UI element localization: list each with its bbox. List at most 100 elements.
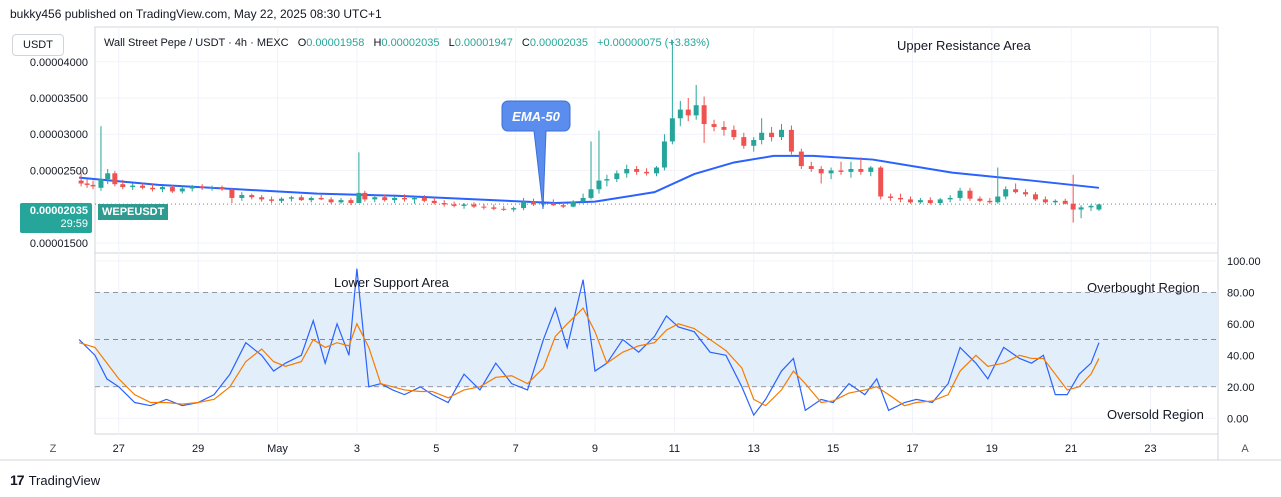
osc-tick-label: 40.00 [1227,350,1255,362]
candle-body [1013,189,1019,193]
candle-body [848,168,854,172]
candle-body [711,124,717,127]
candle-body [858,168,864,172]
close-label: C [522,37,530,49]
time-tick-label: 7 [513,443,519,455]
candle-body [382,197,388,201]
candle-body [84,183,90,185]
candle-body [1062,200,1068,204]
symbol-name: Wall Street Pepe / USDT · 4h · MEXC [104,37,289,49]
candle-body [588,189,594,198]
time-tick-label: 11 [669,443,680,455]
candle-body [98,179,104,188]
osc-tick-label: 0.00 [1227,413,1248,425]
candle-body [769,132,775,138]
zoom-button[interactable]: Z [49,443,57,455]
candle-body [229,189,235,198]
candle-body [189,186,195,189]
candle-body [654,167,659,174]
candle-body [362,192,368,200]
candle-body [279,198,285,201]
price-tick-label: 0.00001500 [30,238,88,250]
last-price-tag: 0.00002035 29:59 [20,203,92,233]
candle-body [778,129,784,138]
candle-body [471,204,477,207]
candle-body [624,168,630,174]
candle-body [828,170,834,174]
low-label: L [449,37,455,49]
candle-body [701,105,707,125]
candle-body [798,151,804,167]
candle-body [937,199,943,204]
tradingview-logo-icon: 17 [10,472,25,488]
candle-body [560,205,566,207]
time-tick-label: 13 [748,443,760,455]
time-axis-ticks: 27 29 May 3 5 7 9 11 13 15 17 19 21 23 [113,443,1157,455]
time-tick-label: 23 [1144,443,1156,455]
price-tick-label: 0.00003000 [30,129,88,141]
candle-body [402,197,408,200]
candle-body [481,206,487,208]
candle-body [249,195,255,198]
price-tick-label: 0.00002500 [30,165,88,177]
candle-body [677,109,683,119]
candle-body [511,208,517,210]
candle-body [356,192,362,204]
candle-body [150,187,156,190]
price-tick-label: 0.00003500 [30,93,88,105]
change-value: +0.00000075 (+3.83%) [597,37,710,49]
publisher-header: bukky456 published on TradingView.com, M… [10,7,382,21]
candle-body [269,199,275,201]
candle-body [372,197,378,200]
candle-body [239,195,245,198]
oversold-label: Oversold Region [1107,407,1204,422]
currency-selector[interactable]: USDT [12,34,64,56]
candle-body [927,200,933,204]
candle-body [917,200,923,203]
candle-body [90,184,96,187]
candle-body [878,167,884,197]
candle-body [693,105,699,116]
candle-body [140,185,146,188]
candle-body [596,180,602,190]
candle-body [644,171,650,174]
candle-body [298,197,304,201]
candle-body [392,197,398,201]
oscillator-band [95,291,1218,388]
candle-body [634,168,640,172]
candle-body [199,186,205,188]
time-tick-label: 15 [827,443,839,455]
candle-body [995,196,1001,203]
candle-body [580,197,586,202]
candle-body [209,187,215,189]
candle-body [604,179,610,181]
candle-body [1096,204,1102,210]
candle-body [78,180,84,184]
candle-body [808,166,814,169]
candle-body [169,187,175,192]
candle-body [1023,192,1029,195]
candle-body [759,132,765,140]
oscillator-d-line [78,307,1100,407]
candle-body [1042,199,1048,203]
candle-body [888,196,894,198]
candles-layer [78,40,1102,223]
candle-body [838,170,844,172]
candle-body [112,173,118,185]
candle-body [898,197,904,200]
candle-body [219,187,225,190]
close-value: 0.00002035 [530,37,588,49]
symbol-tag: WEPEUSDT [98,204,169,220]
low-value: 0.00001947 [455,37,513,49]
candle-body [441,203,447,205]
candle-body [1003,189,1009,197]
time-tick-label: 3 [354,443,360,455]
open-value: 0.00001958 [306,37,364,49]
candle-body [741,137,747,146]
high-value: 0.00002035 [381,37,439,49]
auto-scale-button[interactable]: A [1241,443,1249,455]
time-tick-label: 21 [1065,443,1077,455]
candle-body [308,197,314,201]
upper-resistance-label: Upper Resistance Area [897,38,1031,53]
